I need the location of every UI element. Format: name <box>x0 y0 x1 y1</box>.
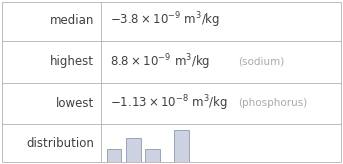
Text: distribution: distribution <box>26 137 94 151</box>
Bar <box>107 149 121 162</box>
Bar <box>126 138 141 162</box>
Text: (phosphorus): (phosphorus) <box>238 98 308 108</box>
Text: $8.8\times10^{-9}$ m$^3$/kg: $8.8\times10^{-9}$ m$^3$/kg <box>110 52 210 72</box>
Text: $-1.13\times10^{-8}$ m$^3$/kg: $-1.13\times10^{-8}$ m$^3$/kg <box>110 93 228 113</box>
Text: median: median <box>50 14 94 27</box>
Text: highest: highest <box>50 55 94 69</box>
Text: $-3.8\times10^{-9}$ m$^3$/kg: $-3.8\times10^{-9}$ m$^3$/kg <box>110 11 220 31</box>
Bar <box>145 149 160 162</box>
Text: lowest: lowest <box>56 97 94 110</box>
Text: (sodium): (sodium) <box>238 57 285 67</box>
Bar <box>174 130 189 162</box>
